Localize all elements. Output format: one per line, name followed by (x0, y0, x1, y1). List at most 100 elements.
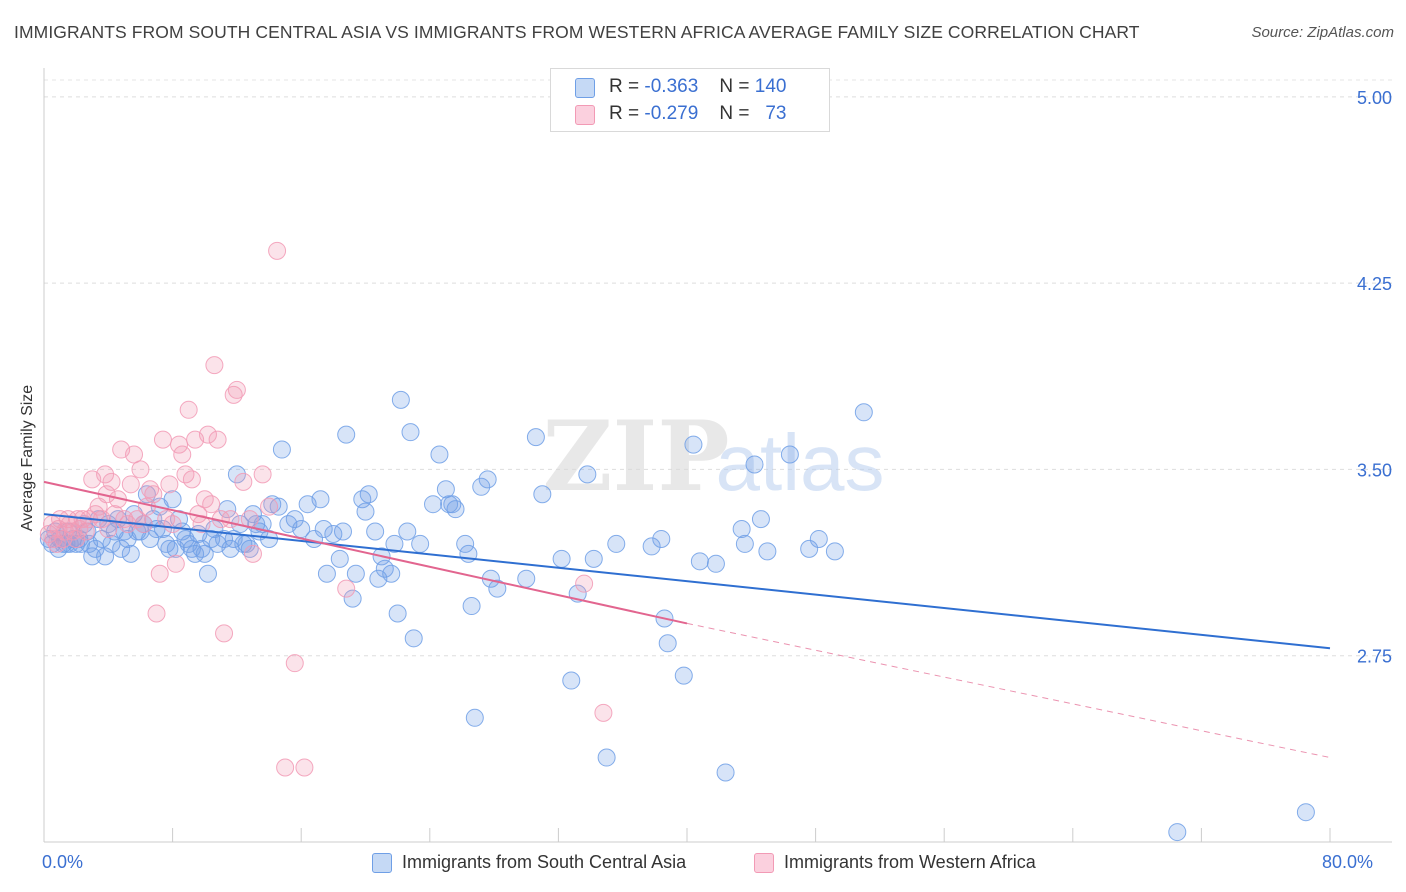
point-western-africa (182, 470, 201, 489)
point-south-central-asia (153, 520, 172, 539)
x-tick-label-min: 0.0% (42, 852, 84, 872)
legend-n-value: 140 (754, 76, 787, 97)
watermark-zip: ZIP (542, 400, 729, 513)
trend-line-western-africa (43, 480, 688, 625)
point-western-africa (253, 465, 272, 484)
point-south-central-asia (398, 522, 417, 541)
point-western-africa (208, 430, 227, 449)
point-western-africa (166, 554, 185, 573)
point-western-africa (96, 465, 115, 484)
point-western-africa (295, 758, 314, 777)
legend-n-label: N = (719, 76, 750, 97)
point-south-central-asia (735, 534, 754, 553)
legend-n-value: 73 (765, 103, 787, 124)
point-south-central-asia (465, 708, 484, 727)
point-south-central-asia (215, 529, 234, 548)
point-south-central-asia (652, 529, 671, 548)
point-south-central-asia (121, 544, 140, 563)
point-south-central-asia (674, 666, 693, 685)
legend-r-label: R = (609, 76, 640, 97)
point-south-central-asia (359, 485, 378, 504)
point-western-africa (125, 445, 144, 464)
legend-swatch-blue (575, 78, 595, 98)
point-western-africa (594, 703, 613, 722)
legend-n-label: N = (719, 103, 750, 124)
point-western-africa (170, 435, 189, 454)
point-south-central-asia (385, 534, 404, 553)
trend-line-south-central-asia (43, 513, 1331, 650)
point-south-central-asia (472, 477, 491, 496)
axes (43, 68, 1392, 843)
point-south-central-asia (163, 490, 182, 509)
point-western-africa (205, 356, 224, 375)
point-western-africa (147, 604, 166, 623)
legend-r-value: -0.363 (644, 76, 699, 97)
point-western-africa (160, 475, 179, 494)
point-western-africa (173, 445, 192, 464)
point-south-central-asia (195, 544, 214, 563)
trend-lines (43, 480, 1331, 759)
trend-line-western-africa-extension (686, 622, 1331, 759)
point-south-central-asia (218, 500, 237, 519)
legend-r-label: R = (609, 103, 640, 124)
x-tick-label-max: 80.0% (1322, 852, 1374, 872)
point-south-central-asia (584, 549, 603, 568)
point-south-central-asia (456, 534, 475, 553)
point-south-central-asia (137, 485, 156, 504)
point-south-central-asia (141, 529, 160, 548)
point-south-central-asia (809, 529, 828, 548)
point-south-central-asia (443, 495, 462, 514)
point-south-central-asia (391, 390, 410, 409)
point-south-central-asia (285, 510, 304, 529)
point-south-central-asia (462, 597, 481, 616)
point-western-africa (144, 485, 163, 504)
point-south-central-asia (526, 428, 545, 447)
point-south-central-asia (800, 539, 819, 558)
point-south-central-asia (706, 554, 725, 573)
point-south-central-asia (658, 634, 677, 653)
point-south-central-asia (825, 542, 844, 561)
y-tick-label: 5.00 (1357, 88, 1392, 108)
point-western-africa (44, 529, 63, 548)
bottom-legend-swatch-blue (372, 853, 392, 873)
point-south-central-asia (86, 539, 105, 558)
point-western-africa (260, 497, 279, 516)
point-south-central-asia (343, 589, 362, 608)
point-south-central-asia (758, 542, 777, 561)
y-tick-labels: 5.00 4.25 3.50 2.75 (1357, 88, 1392, 667)
point-south-central-asia (854, 403, 873, 422)
point-western-africa (102, 472, 121, 491)
point-south-central-asia (478, 470, 497, 489)
zipatlas-watermark: ZIP atlas (542, 400, 884, 513)
point-south-central-asia (157, 534, 176, 553)
point-western-africa (131, 460, 150, 479)
point-south-central-asia (578, 465, 597, 484)
point-south-central-asia (446, 500, 465, 519)
point-western-africa (234, 472, 253, 491)
point-south-central-asia (314, 520, 333, 539)
point-western-africa (202, 495, 221, 514)
point-south-central-asia (317, 564, 336, 583)
point-south-central-asia (337, 425, 356, 444)
point-south-central-asia (272, 440, 291, 459)
bottom-legend-label: Immigrants from Western Africa (784, 852, 1036, 872)
point-south-central-asia (240, 539, 259, 558)
point-south-central-asia (401, 423, 420, 442)
point-south-central-asia (430, 445, 449, 464)
point-south-central-asia (356, 502, 375, 521)
point-south-central-asia (112, 539, 131, 558)
point-south-central-asia (269, 497, 288, 516)
point-south-central-asia (227, 465, 246, 484)
point-south-central-asia (404, 629, 423, 648)
point-south-central-asia (716, 763, 735, 782)
point-western-africa (243, 544, 262, 563)
point-western-africa (121, 475, 140, 494)
chart-title: IMMIGRANTS FROM SOUTH CENTRAL ASIA VS IM… (14, 22, 1140, 42)
bottom-legend-swatch-pink (754, 853, 774, 873)
point-western-africa (268, 241, 287, 260)
bottom-legend-label: Immigrants from South Central Asia (402, 852, 687, 872)
point-south-central-asia (192, 539, 211, 558)
point-south-central-asia (424, 495, 443, 514)
point-south-central-asia (690, 552, 709, 571)
